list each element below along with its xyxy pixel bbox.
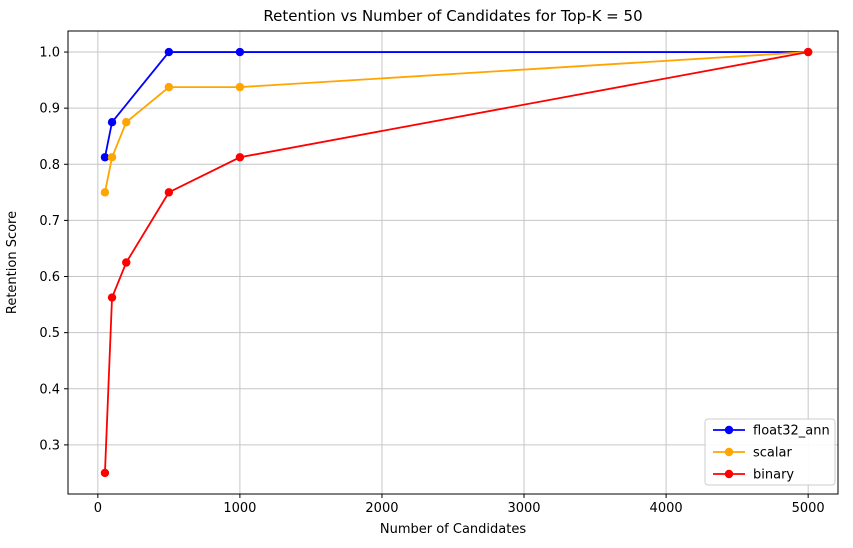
data-point-scalar <box>122 117 131 127</box>
legend <box>704 418 836 486</box>
legend-marker-scalar <box>724 447 734 457</box>
data-point-binary <box>803 47 813 57</box>
series-line-scalar <box>104 51 809 193</box>
data-point-binary <box>122 258 131 267</box>
chart-title: Retention vs Number of Candidates for To… <box>263 7 642 25</box>
legend-marker-binary <box>724 469 734 479</box>
plot-border <box>67 30 839 495</box>
y-tick-label: 0.9 <box>39 102 60 117</box>
data-point-binary <box>164 188 174 197</box>
legend-marker-float32_ann <box>724 425 734 435</box>
data-point-float32_ann <box>107 117 117 127</box>
data-point-float32_ann <box>235 47 245 57</box>
series-line-binary <box>104 51 809 473</box>
x-tick-label: 0 <box>94 501 102 516</box>
x-tick-label: 5000 <box>792 501 825 516</box>
legend-label-scalar: scalar <box>753 446 792 461</box>
x-tick-label: 2000 <box>365 501 398 516</box>
data-point-float32_ann <box>100 153 110 162</box>
y-axis-label: Retention Score <box>5 211 20 314</box>
y-tick-label: 0.6 <box>39 270 60 285</box>
y-tick-label: 0.7 <box>39 214 60 229</box>
x-axis-label: Number of Candidates <box>380 522 526 537</box>
data-point-scalar <box>100 188 110 197</box>
x-tick-label: 4000 <box>650 501 683 516</box>
x-tick-label: 1000 <box>223 501 256 516</box>
data-point-scalar <box>235 82 245 92</box>
y-tick-label: 0.3 <box>39 438 60 453</box>
y-tick-label: 1.0 <box>39 46 60 61</box>
data-point-binary <box>100 468 110 478</box>
data-point-binary <box>107 293 117 302</box>
legend-label-binary: binary <box>753 468 794 483</box>
legend-label-float32_ann: float32_ann <box>753 424 830 439</box>
y-tick-label: 0.8 <box>39 158 60 173</box>
data-point-binary <box>235 153 245 162</box>
data-point-scalar <box>164 82 174 92</box>
series-line-float32_ann <box>104 51 809 158</box>
data-point-scalar <box>107 153 117 162</box>
y-tick-label: 0.4 <box>39 382 60 397</box>
data-point-float32_ann <box>164 47 174 57</box>
x-tick-label: 3000 <box>507 501 540 516</box>
y-tick-label: 0.5 <box>39 326 60 341</box>
